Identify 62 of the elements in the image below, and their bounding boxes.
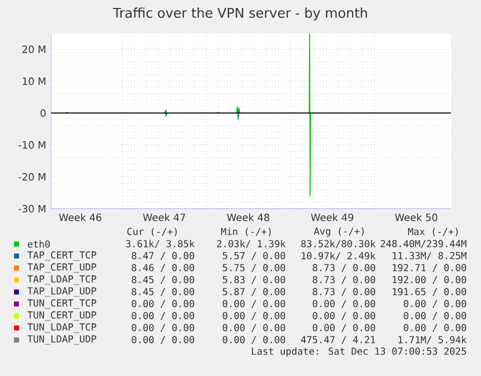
y-tick-label: 20 M	[22, 46, 46, 54]
text: 1.71M/ 5.94k	[398, 336, 467, 344]
legend-label: TAP_LDAP_TCP	[28, 275, 96, 285]
text: 8.73 / 0.00	[312, 276, 376, 284]
text: 5.83 / 0.00	[222, 276, 286, 284]
x-tick-label: Week 48	[227, 213, 270, 222]
text: 8.73 / 0.00	[312, 288, 376, 296]
legend-label: eth0	[28, 240, 50, 248]
text: 0.00 / 0.00	[312, 300, 376, 308]
x-tick-label: Week 47	[143, 213, 186, 222]
text: 0.00 / 0.00	[404, 300, 466, 308]
y-tick-label: -20 M	[18, 173, 46, 181]
legend-label: TUN_CERT_UDP	[28, 311, 96, 321]
y-tick-label: -30 M	[18, 204, 46, 212]
text: Cur (-/+)	[127, 228, 177, 236]
text: 11.33M/ 8.25M	[392, 252, 466, 260]
legend-label: TUN_CERT_TCP	[28, 299, 96, 309]
y-tick-label: -10 M	[18, 141, 46, 149]
text: 8.46 / 0.00	[132, 264, 194, 272]
text: 0.00 / 0.00	[312, 312, 376, 320]
text: 248.40M/239.44M	[380, 240, 466, 248]
text: 8.45 / 0.00	[132, 276, 194, 284]
text: Avg (-/+)	[314, 227, 364, 237]
text: 0.00 / 0.00	[132, 324, 194, 332]
y-tick-label: 0	[40, 109, 46, 117]
text: Min (-/+)	[221, 228, 271, 236]
text: 2.03k/ 1.39k	[217, 240, 286, 248]
text: 8.47 / 0.00	[132, 252, 194, 260]
text: 10.97k/ 2.49k	[302, 252, 376, 260]
text: Max (-/+)	[408, 228, 458, 236]
text: Last update: Sat Dec 13 07:00:53 2025	[252, 347, 466, 357]
x-tick-label: Week 49	[311, 213, 354, 222]
text: 0.00 / 0.00	[222, 324, 286, 332]
text: 191.65 / 0.00	[392, 288, 466, 296]
text: 5.57 / 0.00	[222, 252, 286, 260]
chart-title: Traffic over the VPN server - by month	[112, 8, 367, 20]
legend-label: TAP_LDAP_UDP	[28, 287, 96, 297]
text: 0.00 / 0.00	[312, 324, 376, 332]
text: 5.75 / 0.00	[222, 264, 286, 272]
text: 0.00 / 0.00	[222, 312, 286, 320]
text: 192.71 / 0.00	[392, 264, 466, 272]
x-tick-label: Week 50	[394, 213, 438, 222]
legend-label: TAP_CERT_UDP	[28, 263, 96, 273]
text: 0.00 / 0.00	[222, 336, 286, 344]
text: 8.45 / 0.00	[132, 288, 194, 296]
text: 475.47 / 4.21	[301, 336, 376, 344]
text: 192.00 / 0.00	[392, 276, 466, 284]
y-tick-label: 10 M	[22, 77, 46, 85]
text: 8.73 / 0.00	[312, 264, 376, 272]
text: 0.00 / 0.00	[132, 312, 194, 320]
text: 3.61k/ 3.85k	[126, 240, 195, 248]
x-tick-label: Week 46	[59, 213, 102, 222]
legend-label: TUN_LDAP_UDP	[28, 335, 96, 345]
text: 0.00 / 0.00	[222, 300, 286, 308]
text: 0.00 / 0.00	[132, 300, 194, 308]
text: 5.87 / 0.00	[222, 288, 286, 296]
text: 0.00 / 0.00	[404, 312, 466, 320]
legend-label: TUN_LDAP_TCP	[28, 323, 96, 333]
text: 0.00 / 0.00	[404, 324, 466, 332]
text: 0.00 / 0.00	[132, 336, 194, 344]
text: 83.52k/80.30k	[301, 240, 376, 248]
legend-label: TAP_CERT_TCP	[28, 251, 96, 261]
